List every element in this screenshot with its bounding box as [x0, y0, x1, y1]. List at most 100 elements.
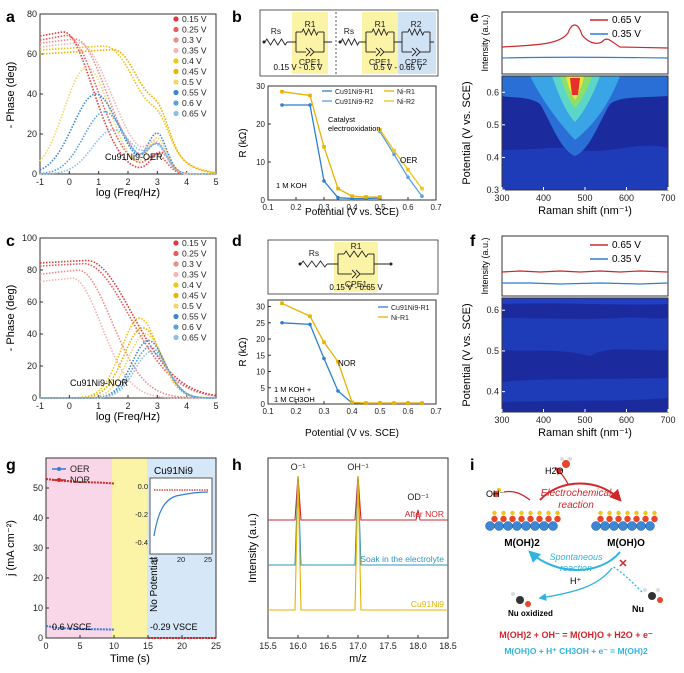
panel-letter-f: f — [470, 233, 476, 250]
i-cross-mark — [619, 559, 627, 567]
circuit-range-left-b: 0.15 V - 0.5 V — [274, 63, 324, 72]
y-axis-label-f: Potential (V vs. SCE) — [461, 303, 473, 406]
b-block-l-cpe-label: CPE1 — [299, 57, 321, 67]
b-block-l-r-label: R1 — [305, 19, 316, 29]
b-xtick-label-4: 0.5 — [374, 203, 386, 212]
spectrum-0.35V-e — [501, 56, 669, 59]
d-xtick-label-6: 0.7 — [430, 407, 442, 416]
b-point-3-1 — [392, 148, 396, 153]
contour-band3-f — [502, 298, 668, 305]
a-legend-label-3: 0.35 V — [182, 46, 207, 56]
a-legend-label-7: 0.55 V — [182, 88, 207, 98]
phase-curves-a — [39, 30, 217, 175]
g-legend-marker-1 — [57, 478, 61, 482]
i-nuox-o — [525, 601, 531, 607]
b-xtick-label-6: 0.7 — [430, 203, 442, 212]
d-block-r-label: R1 — [351, 241, 362, 251]
d-point-0-2 — [322, 356, 326, 361]
i-nu-h2 — [656, 588, 660, 592]
c-legend-label-6: 0.5 V — [182, 301, 202, 311]
d-xtick-label-3: 0.4 — [346, 407, 358, 416]
i-right-oxygen-3 — [624, 515, 631, 523]
panel-letter-b: b — [232, 9, 242, 26]
g-inset-xtick-2: 25 — [204, 555, 212, 564]
y-label-top-f: Intensity (a.u.) — [480, 237, 490, 294]
legend-label-065-f: 0.65 V — [612, 240, 641, 251]
f-xtick-label-0: 300 — [494, 415, 509, 425]
b-point-1-1 — [308, 93, 312, 98]
c-curve-0.55V — [40, 339, 216, 399]
panel-letter-a: a — [6, 9, 15, 26]
spectrum-0.35V-f — [502, 282, 669, 285]
a-ytick-label-3: 60 — [27, 49, 37, 59]
panel-e: e 0.65 V 0.35 V Intensity (a.u.) 300 400 5… — [461, 9, 676, 217]
b-rs-right — [340, 37, 360, 47]
i-right-metal-5 — [636, 521, 646, 531]
ticks-f: 300 400 500 600 700 0.4 0.5 0.6 — [486, 305, 675, 425]
g-legend-label-1: NOR — [70, 475, 91, 485]
g-ytick-label-5: 50 — [33, 483, 43, 493]
i-right-oxygen-0 — [597, 515, 604, 523]
b-point-2-3 — [420, 194, 424, 198]
g-ytick-label-1: 10 — [33, 603, 43, 613]
a-legend-label-9: 0.65 V — [182, 109, 207, 119]
panel-g: g 0 5 10 15 20 25 0 10 20 30 40 50 No Potential 0.6… — [5, 457, 221, 665]
b-ytick-label-3: 30 — [256, 82, 265, 91]
d-point-1-8 — [406, 401, 410, 405]
i-nu-c — [648, 592, 656, 600]
i-right-h-5 — [643, 510, 648, 516]
b-point-2-2 — [406, 175, 410, 179]
h-xtick-label-1: 16.0 — [289, 641, 307, 651]
d-point-0-3 — [336, 389, 340, 393]
i-left-metal-3 — [512, 521, 522, 531]
d-ytick-label-0: 0 — [261, 400, 266, 409]
y-axis-label-g: j (mA cm⁻²) — [5, 520, 17, 577]
inset-plot-g: 15 20 25 0.0 -0.2 -0.4 — [135, 482, 212, 564]
b-point-1-3 — [336, 186, 340, 191]
panel-letter-g: g — [6, 457, 16, 474]
a-legend-marker-9 — [173, 110, 179, 117]
d-point-0-0 — [280, 320, 284, 325]
label-nu-ox-i: Nu oxidized — [508, 609, 553, 618]
panel-f: f 0.65 V 0.35 V Intensity (a.u.) 300 400 5… — [461, 233, 676, 439]
d-point-1-2 — [322, 340, 326, 345]
b-legend-label-0: Cu91Ni9-R1 — [335, 89, 374, 96]
a-curve-0.65V — [40, 128, 216, 175]
c-xtick-label-2: 1 — [96, 401, 101, 411]
d-xtick-label-1: 0.2 — [290, 407, 302, 416]
d-ytick-label-1: 5 — [261, 384, 266, 393]
g-xtick-label-4: 20 — [177, 641, 187, 651]
label-moh2-i: M(OH)2 — [504, 538, 540, 549]
i-left-h-1 — [501, 510, 506, 516]
c-legend-marker-0 — [173, 240, 179, 246]
d-terminal-2 — [389, 262, 393, 266]
i-left-h-2 — [510, 510, 515, 516]
f-ytick-label-1: 0.5 — [486, 346, 499, 356]
h-xtick-label-2: 16.5 — [319, 641, 337, 651]
x-axis-label-c: log (Freq/Hz) — [96, 411, 160, 423]
g-inset-ytick-2: -0.4 — [135, 538, 148, 547]
c-curve-0.5V — [40, 333, 216, 399]
ticks-e: 300 400 500 600 700 0.3 0.4 0.5 0.6 — [486, 87, 675, 203]
a-ytick-label-4: 80 — [27, 9, 37, 19]
i-spont-arrow — [528, 550, 621, 571]
contour-peak-e — [570, 78, 580, 95]
g-xtick-label-3: 15 — [143, 641, 153, 651]
a-legend-label-1: 0.25 V — [182, 25, 207, 35]
y-axis-label-b: R (kΩ) — [238, 128, 249, 157]
legend-c: 0.15 V0.25 V0.3 V0.35 V0.4 V0.45 V0.5 V0… — [173, 238, 207, 343]
c-xtick-label-6: 5 — [213, 401, 218, 411]
g-legend-label-0: OER — [70, 464, 90, 474]
e-ytick-label-1: 0.4 — [486, 152, 499, 162]
a-ytick-label-0: 0 — [32, 169, 37, 179]
i-nu-o — [657, 597, 663, 603]
i-left-oxygen-6 — [545, 515, 552, 523]
g-inset-ytick-1: -0.2 — [135, 510, 148, 519]
b-xtick-label-2: 0.3 — [318, 203, 330, 212]
a-legend-label-8: 0.6 V — [182, 98, 202, 108]
d-point-0-1 — [308, 322, 312, 327]
g-inset-oer — [153, 491, 209, 537]
a-legend-marker-2 — [173, 37, 179, 43]
c-legend-marker-8 — [173, 324, 179, 330]
